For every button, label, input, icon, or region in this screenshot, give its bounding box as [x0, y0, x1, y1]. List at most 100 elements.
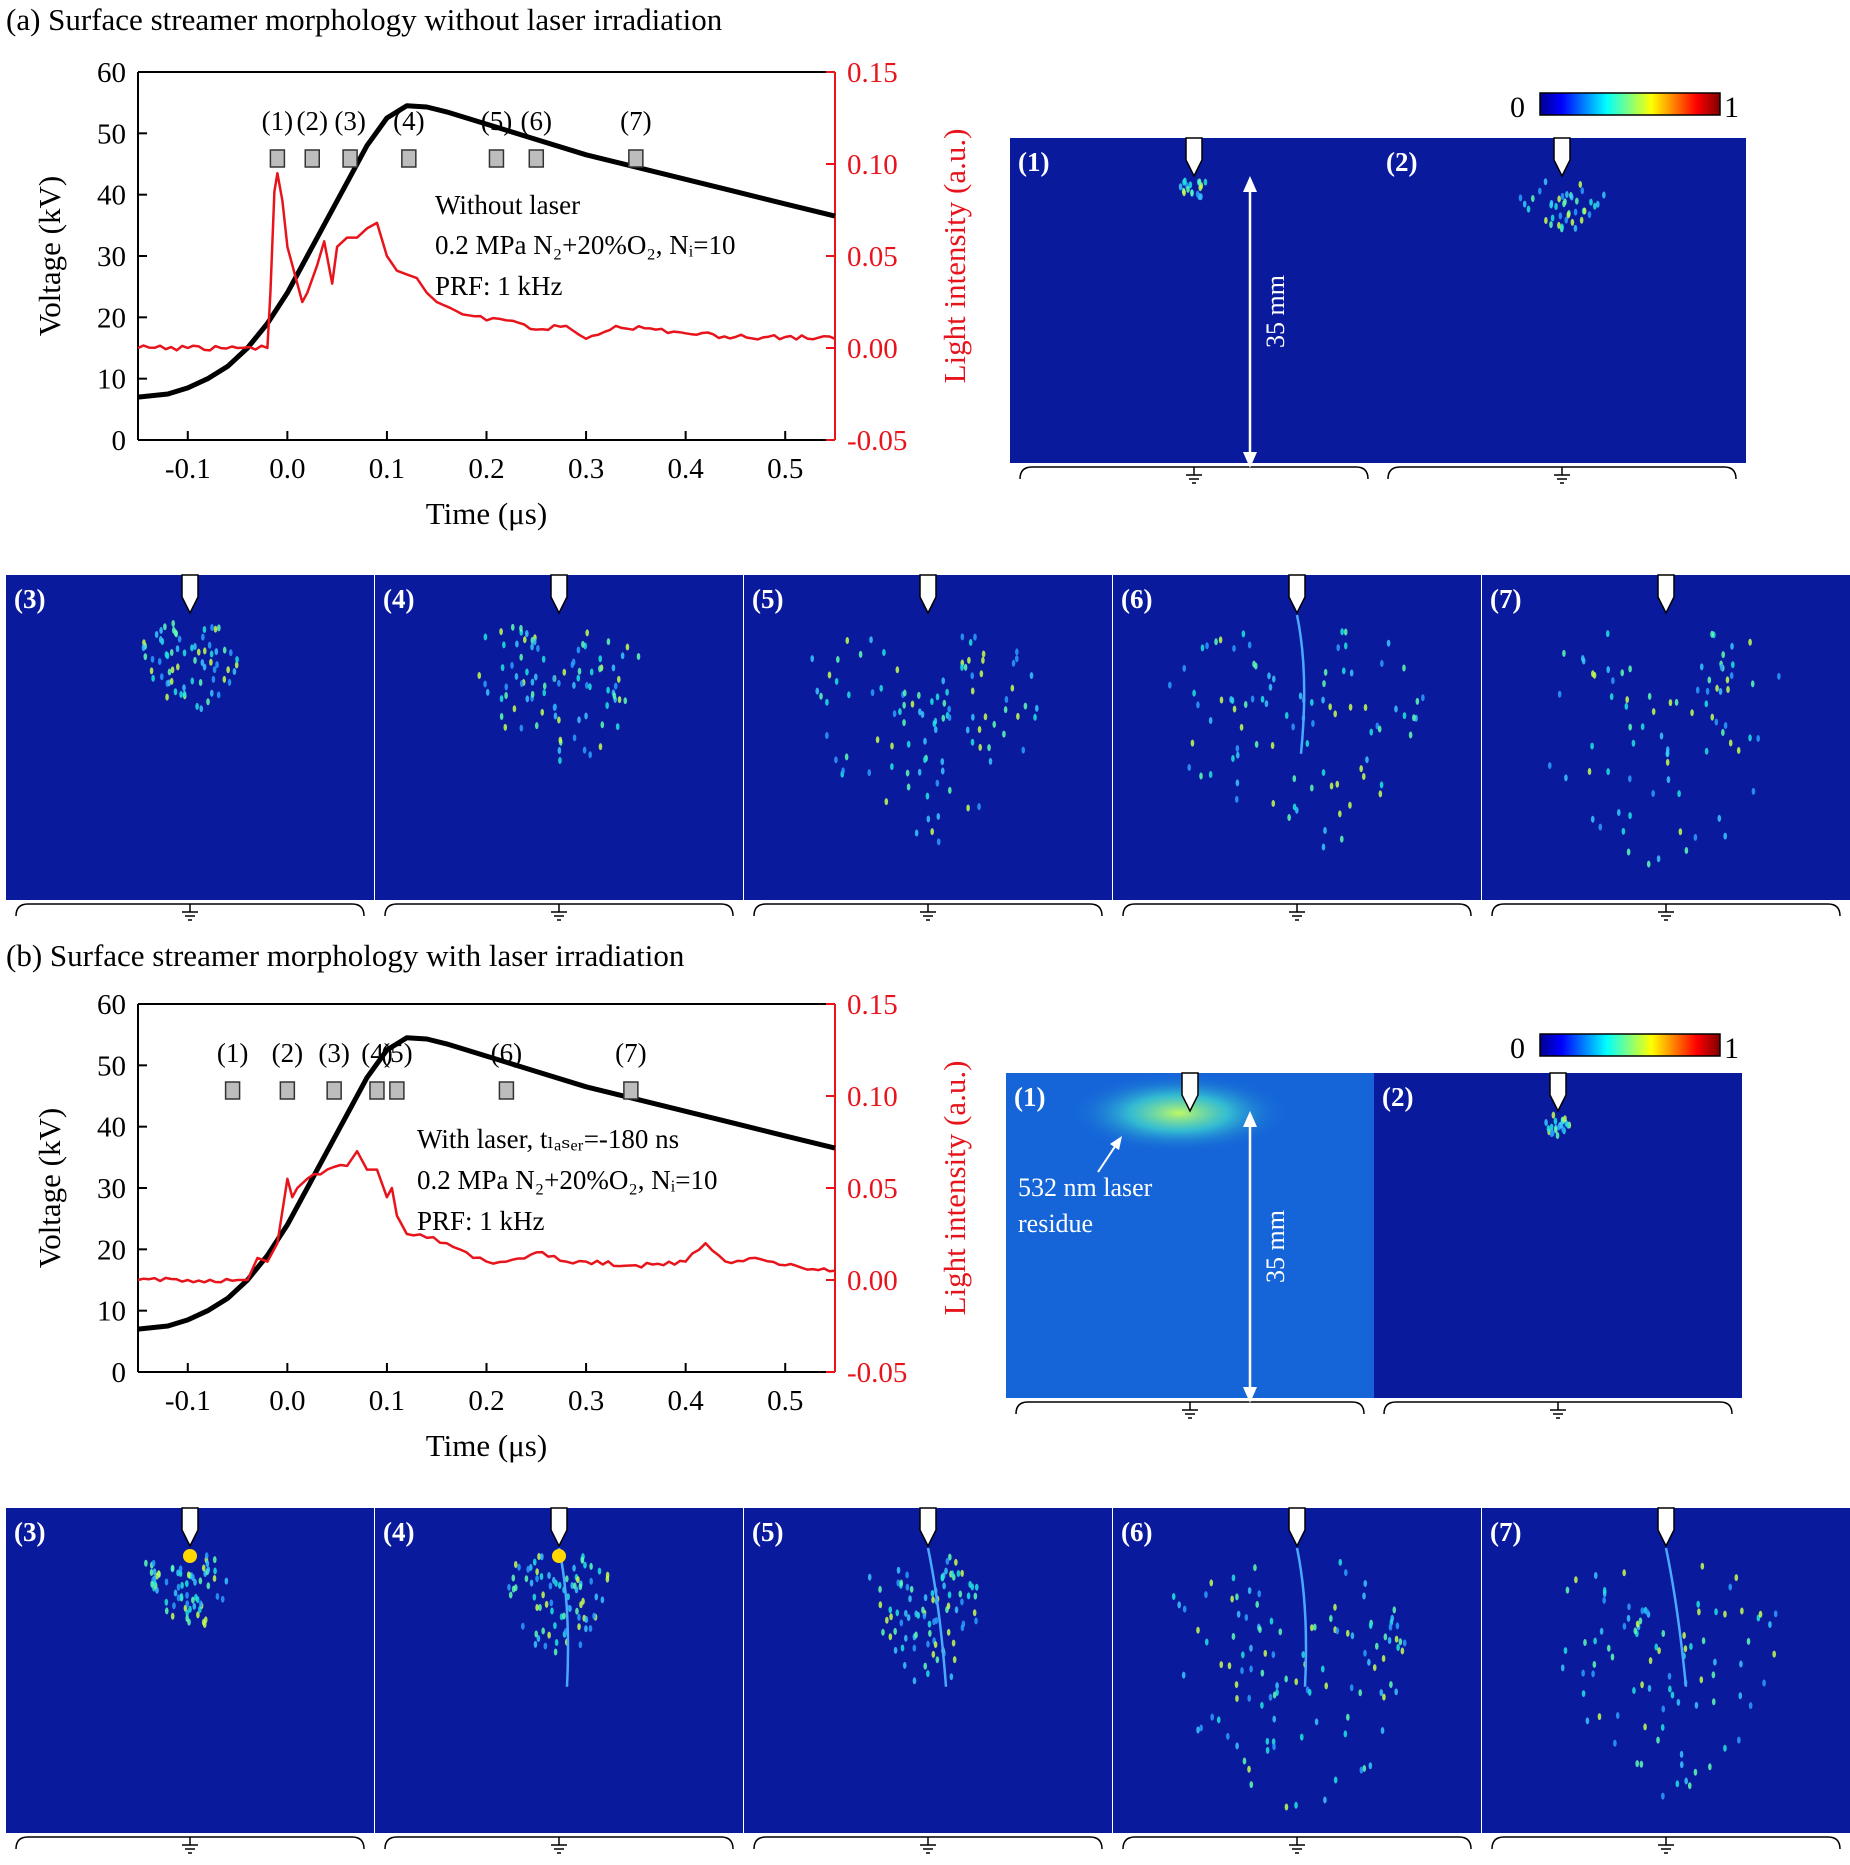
colorbar-b-max: 1: [1724, 1032, 1739, 1065]
frame-b-5-streamer-dot: [905, 1571, 909, 1579]
frame-a-2-streamer-dot: [1549, 199, 1554, 207]
frame-b-4-streamer-dot: [552, 1576, 556, 1584]
frame-b-6-streamer-dot: [1392, 1606, 1397, 1614]
frame-b-7-streamer-dot: [1593, 1637, 1597, 1645]
frame-a-6-streamer-dot: [1254, 740, 1259, 748]
frame-b-7-streamer-dot: [1622, 1622, 1627, 1630]
frame-a-6-streamer-dot: [1192, 689, 1196, 697]
frame-a-6-streamer-dot: [1235, 779, 1240, 787]
frame-a-7-streamer-dot: [1723, 832, 1727, 840]
frame-b-4-streamer-dot: [536, 1635, 541, 1643]
frame-b-3-streamer-dot: [198, 1577, 203, 1585]
frame-b-6-streamer-dot: [1231, 1574, 1236, 1582]
streamer-frames: (1) (2)(3) (4) (5) (6) (7)(1) (2)(3) (4) (5) (6)(…: [6, 137, 1850, 1854]
frame-a-1-streamer-dot: [1203, 178, 1208, 186]
chart-b-x-tick-label: -0.1: [165, 1385, 211, 1417]
frame-a-3-streamer-dot: [202, 647, 207, 655]
chart-b-note-1: With laser, tₗₐₛₑᵣ=-180 ns: [417, 1124, 679, 1154]
chart-b-note-2: 0.2 MPa N₂+20%O₂, Nᵢ=10: [417, 1165, 717, 1195]
frame-a-4-streamer-dot: [541, 655, 546, 663]
frame-b-6-streamer-dot: [1345, 1629, 1350, 1637]
frame-b-7-streamer-dot: [1602, 1596, 1606, 1604]
frame-a-3-streamer-dot: [217, 624, 221, 632]
frame-b-6-streamer-dot: [1275, 1682, 1279, 1690]
frame-a-4-streamer-dot: [519, 680, 524, 688]
frame-a-4-streamer-dot: [525, 668, 529, 676]
chart-a-frame-marker-label: (4): [393, 106, 424, 136]
frame-a-4-streamer-dot: [558, 736, 563, 744]
frame-b-7-streamer-dot: [1697, 1608, 1701, 1616]
frame-b-6-streamer-dot: [1329, 1614, 1333, 1622]
frame-a-7-streamer-dot: [1730, 642, 1734, 650]
frame-a-5-streamer-dot: [1021, 746, 1026, 754]
frame-b-3-streamer-dot: [164, 1598, 169, 1606]
scale-bar-b-arrow-bottom: [1243, 1387, 1257, 1403]
frame-b-3: (3): [6, 1507, 374, 1854]
chart-a-x-tick-label: 0.4: [668, 453, 705, 485]
frame-a-6-streamer-dot: [1343, 628, 1348, 636]
frame-b-5-streamer-dot: [888, 1606, 893, 1614]
frame-a-7-streamer-dot: [1606, 768, 1610, 776]
chart-b-y2-tick-label: 0.10: [847, 1081, 898, 1113]
frame-b-3-streamer-dot: [144, 1559, 148, 1567]
frame-a-3-streamer-dot: [190, 677, 195, 685]
frame-a-5-streamer-dot: [965, 726, 970, 734]
chart-a-x-tick-label: 0.2: [468, 453, 504, 485]
frame-a-3-streamer-dot: [182, 684, 186, 692]
chart-b-frame-marker: [279, 1081, 296, 1100]
frame-a-4-streamer-dot: [519, 653, 523, 661]
frame-a-2-streamer-dot: [1579, 216, 1584, 224]
frame-a-5-streamer-dot: [1016, 712, 1020, 720]
frame-b-7-streamer-dot: [1675, 1780, 1680, 1788]
frame-b-4-streamer-dot: [521, 1622, 525, 1630]
frame-a-5-streamer-dot: [847, 691, 851, 699]
chart-a-note-2: 0.2 MPa N₂+20%O₂, Nᵢ=10: [435, 230, 735, 260]
frame-a-7-streamer-dot: [1725, 676, 1730, 684]
frame-b-7-streamer-dot: [1772, 1650, 1776, 1658]
frame-a-6-streamer-dot: [1260, 695, 1265, 703]
frame-b-6-streamer-dot: [1244, 1613, 1249, 1621]
frame-a-6-streamer-dot: [1205, 642, 1209, 650]
frame-b-5-streamer-dot: [921, 1606, 925, 1614]
frame-a-5-streamer-dot: [875, 736, 880, 744]
frame-a-5-streamer-dot: [930, 828, 934, 836]
frame-b-7-streamer-dot: [1565, 1586, 1570, 1594]
frame-a-1-streamer-dot: [1197, 178, 1202, 186]
frame-a-6-streamer-dot: [1336, 644, 1340, 652]
frame-b-4-streamer-dot: [570, 1582, 574, 1590]
frame-a-4-streamer-dot: [557, 747, 562, 755]
frame-a-7-streamer-dot: [1665, 758, 1670, 766]
frame-a-3-streamer-dot: [149, 667, 154, 675]
frame-a-6-streamer-dot: [1235, 744, 1240, 752]
frame-a-4-streamer-dot: [525, 695, 530, 703]
frame-b-4-streamer-dot: [577, 1613, 581, 1621]
frame-a-5-streamer-dot: [815, 687, 820, 695]
frame-a-2-streamer-dot: [1564, 216, 1569, 224]
frame-a-7-streamer-dot: [1677, 790, 1681, 798]
frame-b-6-streamer-dot: [1372, 1664, 1377, 1672]
frame-b-6-streamer-dot: [1362, 1592, 1366, 1600]
frame-b-6-streamer-dot: [1263, 1649, 1268, 1657]
frame-b-7-streamer-dot: [1633, 1627, 1638, 1635]
frame-a-3-streamer-dot: [169, 649, 174, 657]
frame-a-5-streamer-dot: [945, 688, 949, 696]
frame-b-7-streamer-dot: [1599, 1627, 1604, 1635]
frame-a-7-streamer-dot: [1620, 669, 1625, 677]
frame-a-7-streamer-dot: [1598, 823, 1603, 831]
frame-b-4-streamer-dot: [511, 1585, 516, 1593]
frame-a-6-discharge-channel: [1295, 614, 1306, 754]
frame-b-3-streamer-dot: [202, 1621, 207, 1629]
frame-a-4-needle-electrode: [550, 574, 568, 615]
frame-b-7-background: [1482, 1508, 1850, 1833]
frame-b-4-label: (4): [383, 1517, 414, 1547]
frame-b-5-streamer-dot: [945, 1557, 950, 1565]
frame-a-1-streamer-dot: [1195, 190, 1200, 198]
frame-b-6-streamer-dot: [1346, 1713, 1350, 1721]
frame-b-6-streamer-dot: [1247, 1587, 1252, 1595]
scale-bar-a-arrow-top: [1243, 176, 1257, 192]
frame-a-2-streamer-dot: [1526, 205, 1531, 213]
frame-b-6-streamer-dot: [1236, 1610, 1241, 1618]
frame-b-6-background: [1113, 1508, 1481, 1833]
frame-b-6-streamer-dot: [1227, 1662, 1232, 1670]
